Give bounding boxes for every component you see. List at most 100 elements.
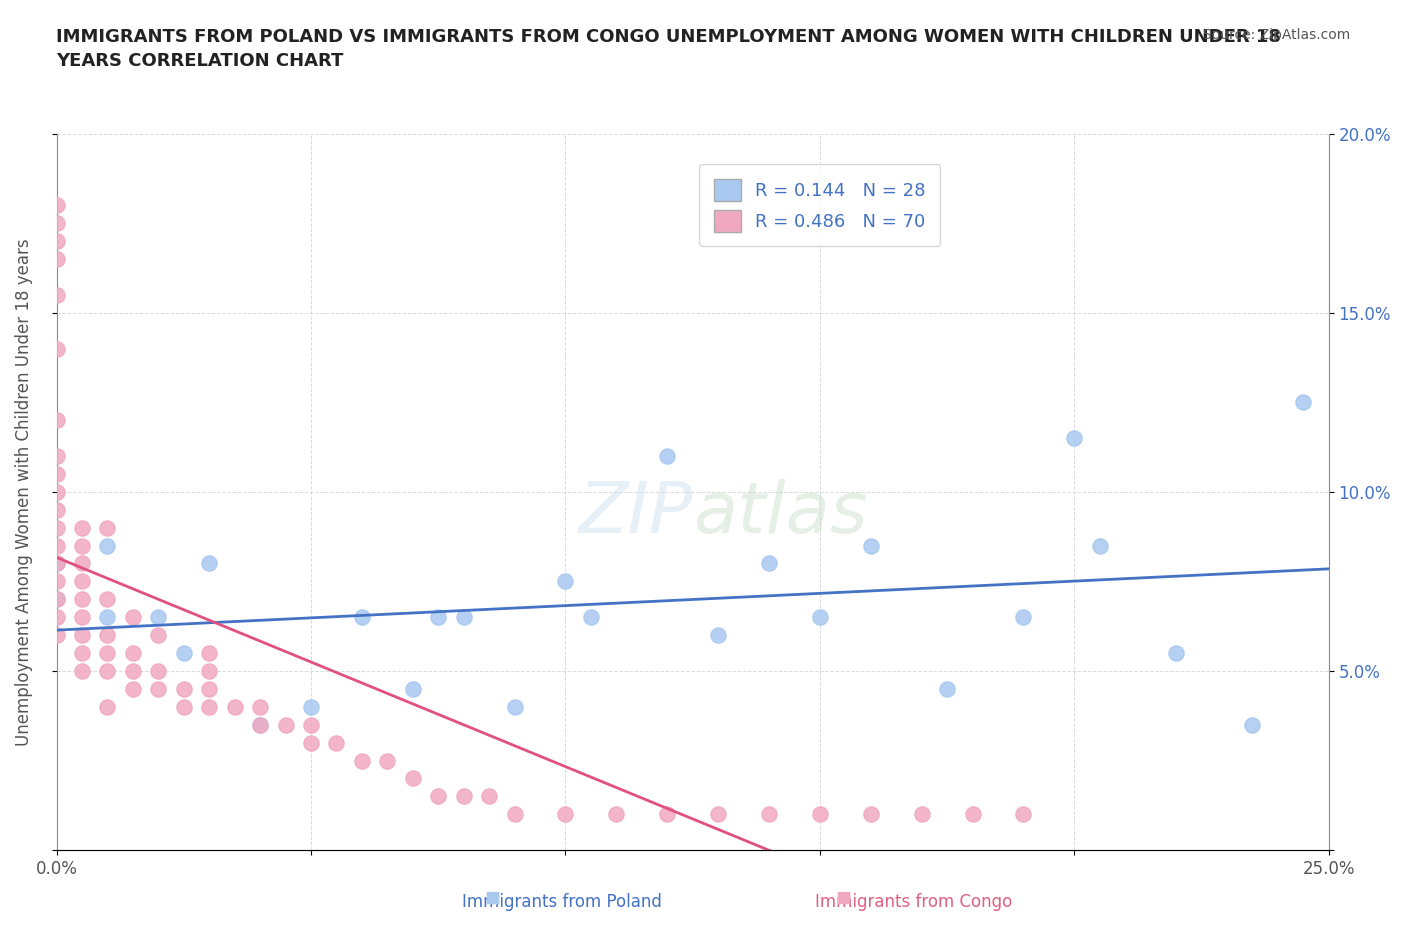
- Text: ◼: ◼: [835, 888, 852, 907]
- Point: [1012, 807, 1035, 822]
- Point: [45, 485, 67, 499]
- Point: [122, 645, 145, 660]
- Point: [70, 610, 93, 625]
- Point: [96, 520, 118, 535]
- Point: [707, 807, 730, 822]
- Point: [70, 663, 93, 678]
- Point: [96, 538, 118, 553]
- Point: [1241, 717, 1264, 732]
- Point: [122, 663, 145, 678]
- Point: [350, 753, 373, 768]
- Point: [478, 789, 501, 804]
- Point: [554, 807, 576, 822]
- Point: [148, 610, 170, 625]
- Point: [657, 448, 679, 463]
- Point: [198, 699, 221, 714]
- Point: [936, 682, 959, 697]
- Point: [70, 628, 93, 643]
- Point: [402, 682, 425, 697]
- Point: [758, 556, 780, 571]
- Point: [299, 736, 322, 751]
- Point: [962, 807, 984, 822]
- Point: [45, 628, 67, 643]
- Point: [1292, 395, 1315, 410]
- Point: [1063, 431, 1085, 445]
- Point: [45, 591, 67, 606]
- Point: [45, 448, 67, 463]
- Point: [249, 717, 271, 732]
- Point: [45, 216, 67, 231]
- Y-axis label: Unemployment Among Women with Children Under 18 years: Unemployment Among Women with Children U…: [15, 238, 32, 746]
- Point: [325, 736, 347, 751]
- Point: [148, 628, 170, 643]
- Point: [427, 610, 450, 625]
- Point: [45, 413, 67, 428]
- Point: [453, 789, 475, 804]
- Point: [96, 699, 118, 714]
- Point: [45, 502, 67, 517]
- Point: [198, 663, 221, 678]
- Point: [808, 610, 831, 625]
- Point: [45, 251, 67, 266]
- Point: [148, 682, 170, 697]
- Point: [173, 645, 195, 660]
- Point: [859, 807, 882, 822]
- Point: [299, 717, 322, 732]
- Point: [605, 807, 627, 822]
- Point: [758, 807, 780, 822]
- Point: [173, 682, 195, 697]
- Text: ZIP: ZIP: [578, 479, 693, 548]
- Point: [402, 771, 425, 786]
- Point: [122, 682, 145, 697]
- Point: [274, 717, 297, 732]
- Point: [503, 699, 526, 714]
- Point: [657, 807, 679, 822]
- Point: [249, 717, 271, 732]
- Point: [554, 574, 576, 589]
- Point: [427, 789, 450, 804]
- Point: [1012, 610, 1035, 625]
- Text: ◼: ◼: [484, 888, 501, 907]
- Point: [45, 233, 67, 248]
- Point: [45, 556, 67, 571]
- Point: [70, 591, 93, 606]
- Point: [224, 699, 246, 714]
- Point: [45, 467, 67, 482]
- Point: [45, 610, 67, 625]
- Point: [45, 341, 67, 356]
- Point: [70, 645, 93, 660]
- Point: [45, 198, 67, 213]
- Point: [45, 591, 67, 606]
- Point: [198, 682, 221, 697]
- Point: [198, 645, 221, 660]
- Point: [249, 699, 271, 714]
- Text: Source: ZipAtlas.com: Source: ZipAtlas.com: [1202, 28, 1350, 42]
- Point: [579, 610, 602, 625]
- Text: IMMIGRANTS FROM POLAND VS IMMIGRANTS FROM CONGO UNEMPLOYMENT AMONG WOMEN WITH CH: IMMIGRANTS FROM POLAND VS IMMIGRANTS FRO…: [56, 28, 1281, 70]
- Point: [911, 807, 934, 822]
- Point: [707, 628, 730, 643]
- Point: [45, 520, 67, 535]
- Text: Immigrants from Poland: Immigrants from Poland: [463, 894, 662, 911]
- Text: Immigrants from Congo: Immigrants from Congo: [815, 894, 1012, 911]
- Point: [96, 663, 118, 678]
- Point: [96, 610, 118, 625]
- Point: [70, 538, 93, 553]
- Point: [96, 628, 118, 643]
- Point: [503, 807, 526, 822]
- Point: [1164, 645, 1187, 660]
- Point: [45, 574, 67, 589]
- Point: [198, 556, 221, 571]
- Point: [45, 556, 67, 571]
- Point: [350, 610, 373, 625]
- Point: [299, 699, 322, 714]
- Point: [859, 538, 882, 553]
- Point: [70, 574, 93, 589]
- Legend: R = 0.144   N = 28, R = 0.486   N = 70: R = 0.144 N = 28, R = 0.486 N = 70: [699, 164, 941, 246]
- Point: [45, 538, 67, 553]
- Point: [377, 753, 399, 768]
- Point: [1088, 538, 1111, 553]
- Text: atlas: atlas: [693, 479, 868, 548]
- Point: [173, 699, 195, 714]
- Point: [70, 520, 93, 535]
